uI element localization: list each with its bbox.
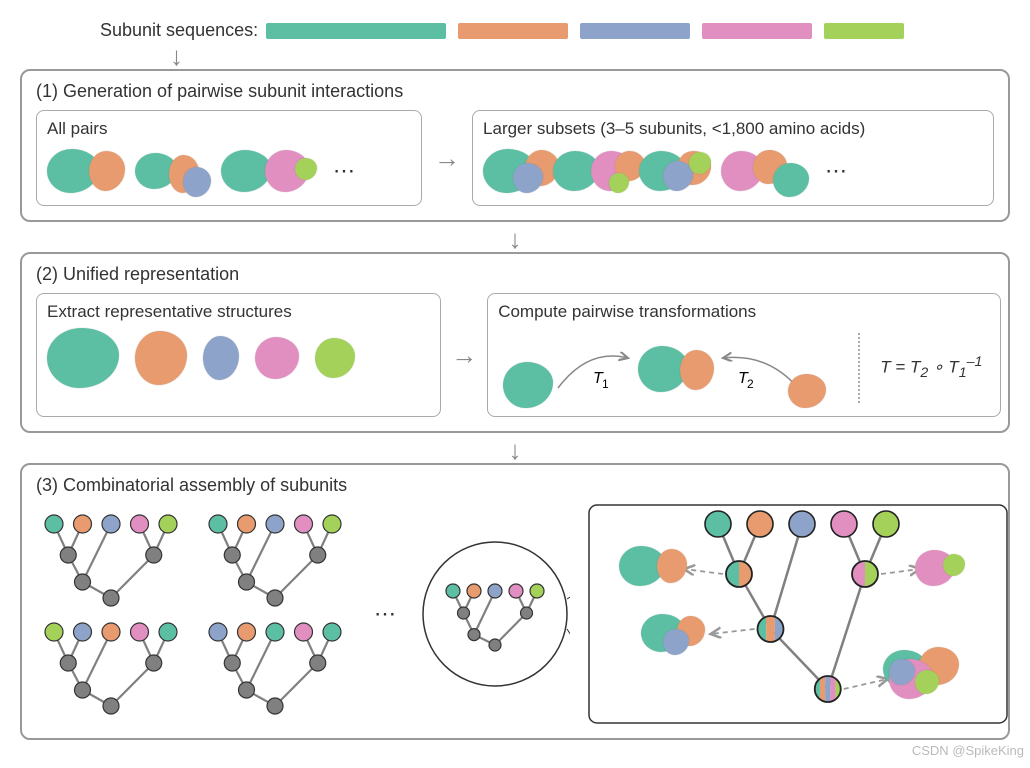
blob-cluster: [135, 145, 211, 197]
panel-1-right-title: Larger subsets (3–5 subunits, <1,800 ami…: [483, 119, 983, 139]
blob-cluster: [553, 149, 629, 193]
mini-trees: [36, 510, 350, 718]
protein-blob: [609, 173, 629, 193]
ellipsis: ⋯: [825, 158, 847, 184]
legend-label: Subunit sequences:: [100, 20, 258, 41]
panel-2-left: Extract representative structures: [36, 293, 441, 417]
protein-blob: [773, 163, 809, 197]
blob-cluster: [639, 151, 711, 191]
swatch-pink: [702, 23, 812, 39]
panel-1-title: (1) Generation of pairwise subunit inter…: [36, 81, 994, 102]
svg-text:1: 1: [602, 377, 609, 391]
protein-blob: [203, 336, 239, 380]
panel-1: (1) Generation of pairwise subunit inter…: [20, 69, 1010, 222]
arrow-extract-to-compute: →: [451, 293, 477, 417]
protein-blob: [513, 163, 543, 193]
ellipsis-trees: ⋯: [374, 601, 396, 627]
swatch-teal: [266, 23, 446, 39]
panel-2-right: Compute pairwise transformations T1 T2 T…: [487, 293, 1001, 417]
swatch-lime: [824, 23, 904, 39]
circled-tree-svg: [420, 539, 570, 689]
panel-2-title: (2) Unified representation: [36, 264, 994, 285]
arrow-panel1-to-panel2: ↓: [20, 230, 1010, 248]
blob-cluster: [619, 546, 687, 586]
protein-blob: [183, 167, 211, 197]
ellipsis: ⋯: [333, 158, 355, 184]
detail-tree: [588, 504, 1008, 724]
protein-blob: [135, 331, 187, 385]
panel-3: (3) Combinatorial assembly of subunits ⋯: [20, 463, 1010, 740]
swatch-blue: [580, 23, 690, 39]
blob-cluster: [915, 550, 965, 586]
transformation-diagram: T1 T2: [498, 328, 838, 408]
svg-text:2: 2: [747, 377, 754, 391]
blob-cluster: [483, 149, 543, 193]
protein-blob: [89, 151, 125, 191]
blob-cluster: [641, 611, 689, 655]
mini-tree: [200, 618, 350, 718]
protein-blob: [315, 338, 355, 378]
panel-1-left-title: All pairs: [47, 119, 411, 139]
circled-tree: [420, 539, 570, 689]
divider: [858, 333, 860, 403]
protein-blob: [255, 337, 299, 379]
protein-blob: [943, 554, 965, 576]
blob-cluster: [47, 149, 125, 193]
tree: [36, 510, 186, 610]
formula-lhs: T = T: [880, 358, 920, 377]
mini-tree: [200, 510, 350, 610]
panel-3-title: (3) Combinatorial assembly of subunits: [36, 475, 994, 496]
protein-blob: [47, 328, 119, 388]
mini-tree: [36, 510, 186, 610]
blob-cluster: [883, 639, 915, 699]
blob-cluster: [221, 150, 317, 192]
panel-2-right-title: Compute pairwise transformations: [498, 302, 990, 322]
transformation-formula: T = T2 ∘ T1–1: [880, 354, 990, 381]
tree: [36, 618, 186, 718]
panel-1-right: Larger subsets (3–5 subunits, <1,800 ami…: [472, 110, 994, 206]
panel-2-left-title: Extract representative structures: [47, 302, 430, 322]
panel-1-left: All pairs ⋯: [36, 110, 422, 206]
tree: [200, 510, 350, 610]
protein-blob: [295, 158, 317, 180]
arrow-pairs-to-subsets: →: [432, 110, 462, 206]
tree: [200, 618, 350, 718]
blob-cluster: [721, 145, 809, 197]
larger-subsets-blobs: ⋯: [483, 145, 983, 197]
watermark: CSDN @SpikeKing: [912, 743, 1024, 758]
all-pairs-blobs: ⋯: [47, 145, 411, 197]
arrow-panel2-to-panel3: ↓: [20, 441, 1010, 459]
protein-blob: [221, 150, 271, 192]
protein-blob: [657, 549, 687, 583]
arrow-legend-to-panel1: ↓: [170, 47, 1010, 65]
assembly-trees-area: ⋯: [36, 504, 994, 724]
protein-blob: [663, 629, 689, 655]
legend-swatches: [266, 23, 904, 39]
legend: Subunit sequences:: [100, 20, 1010, 41]
swatch-orange: [458, 23, 568, 39]
representative-structures: [47, 328, 430, 388]
panel-2: (2) Unified representation Extract repre…: [20, 252, 1010, 433]
mini-tree: [36, 618, 186, 718]
